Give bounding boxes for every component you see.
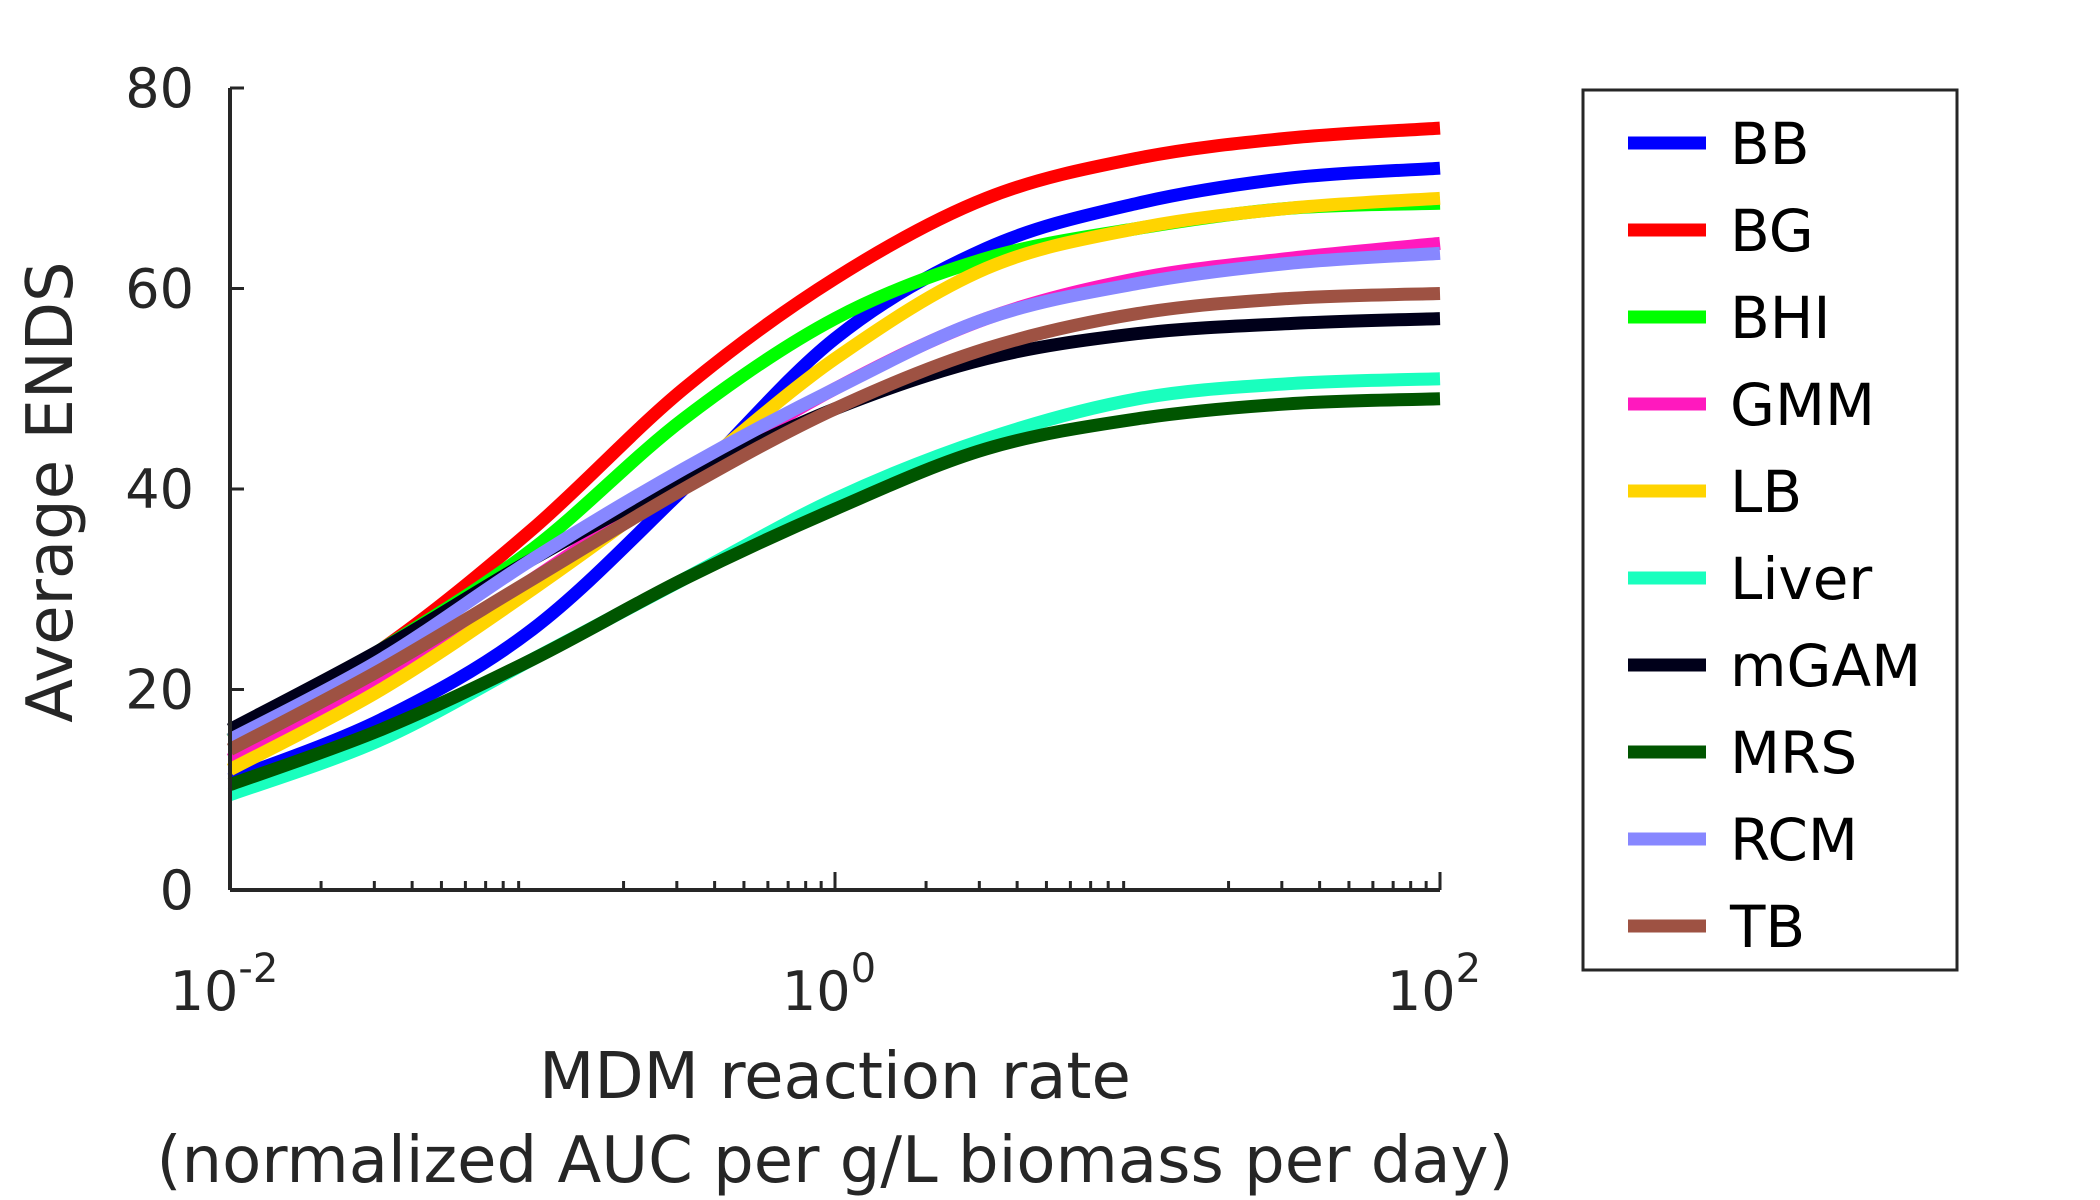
series-line-tb xyxy=(226,287,1441,756)
x-tick-label: 100 xyxy=(782,946,876,1023)
legend: BB BG BHI GMM LB Liver mGAM MRS RCM TB xyxy=(1581,88,1959,972)
x-axis-title: MDM reaction rate xyxy=(539,1040,1131,1114)
y-tick-label: 60 xyxy=(125,258,194,321)
legend-label-tb: TB xyxy=(1729,893,1805,961)
legend-label-bhi: BHI xyxy=(1730,284,1831,352)
legend-label-bb: BB xyxy=(1730,110,1810,178)
legend-label-bg: BG xyxy=(1730,197,1814,265)
legend-label-mrs: MRS xyxy=(1730,719,1857,787)
legend-label-gmm: GMM xyxy=(1730,371,1875,439)
x-tick-label-exponent: 0 xyxy=(851,946,876,992)
series-line-lb xyxy=(226,191,1441,776)
y-axis-title: Average ENDS xyxy=(14,261,88,722)
x-tick-label: 10-2 xyxy=(170,946,279,1023)
series-line-bb xyxy=(227,161,1441,786)
y-ticks: 0 20 40 60 80 xyxy=(125,57,244,922)
x-tick-label-exponent: -2 xyxy=(238,946,278,992)
legend-label-lb: LB xyxy=(1730,458,1802,526)
y-tick-label: 0 xyxy=(160,859,194,922)
x-tick-label-base: 10 xyxy=(1387,960,1456,1023)
x-ticks: 10-2 100 102 xyxy=(170,872,1481,1023)
legend-label-rcm: RCM xyxy=(1730,806,1858,874)
y-tick-label: 40 xyxy=(125,458,194,521)
y-tick-label: 80 xyxy=(125,57,194,120)
x-tick-label-exponent: 2 xyxy=(1456,946,1481,992)
legend-label-mgam: mGAM xyxy=(1730,632,1921,700)
series-line-mrs xyxy=(227,392,1441,791)
x-tick-label: 102 xyxy=(1387,946,1481,1023)
legend-box xyxy=(1581,88,1959,972)
x-tick-label-base: 10 xyxy=(782,960,851,1023)
plot-lines xyxy=(226,121,1441,801)
series-line-liver xyxy=(227,372,1441,801)
legend-label-liver: Liver xyxy=(1730,545,1872,613)
legend-items: BB BG BHI GMM LB Liver mGAM MRS RCM TB xyxy=(1628,110,1921,961)
x-tick-label-base: 10 xyxy=(170,960,239,1023)
y-tick-label: 20 xyxy=(125,659,194,722)
x-axis-title-line2: (normalized AUC per g/L biomass per day) xyxy=(157,1124,1514,1198)
series-line-rcm xyxy=(226,246,1441,746)
